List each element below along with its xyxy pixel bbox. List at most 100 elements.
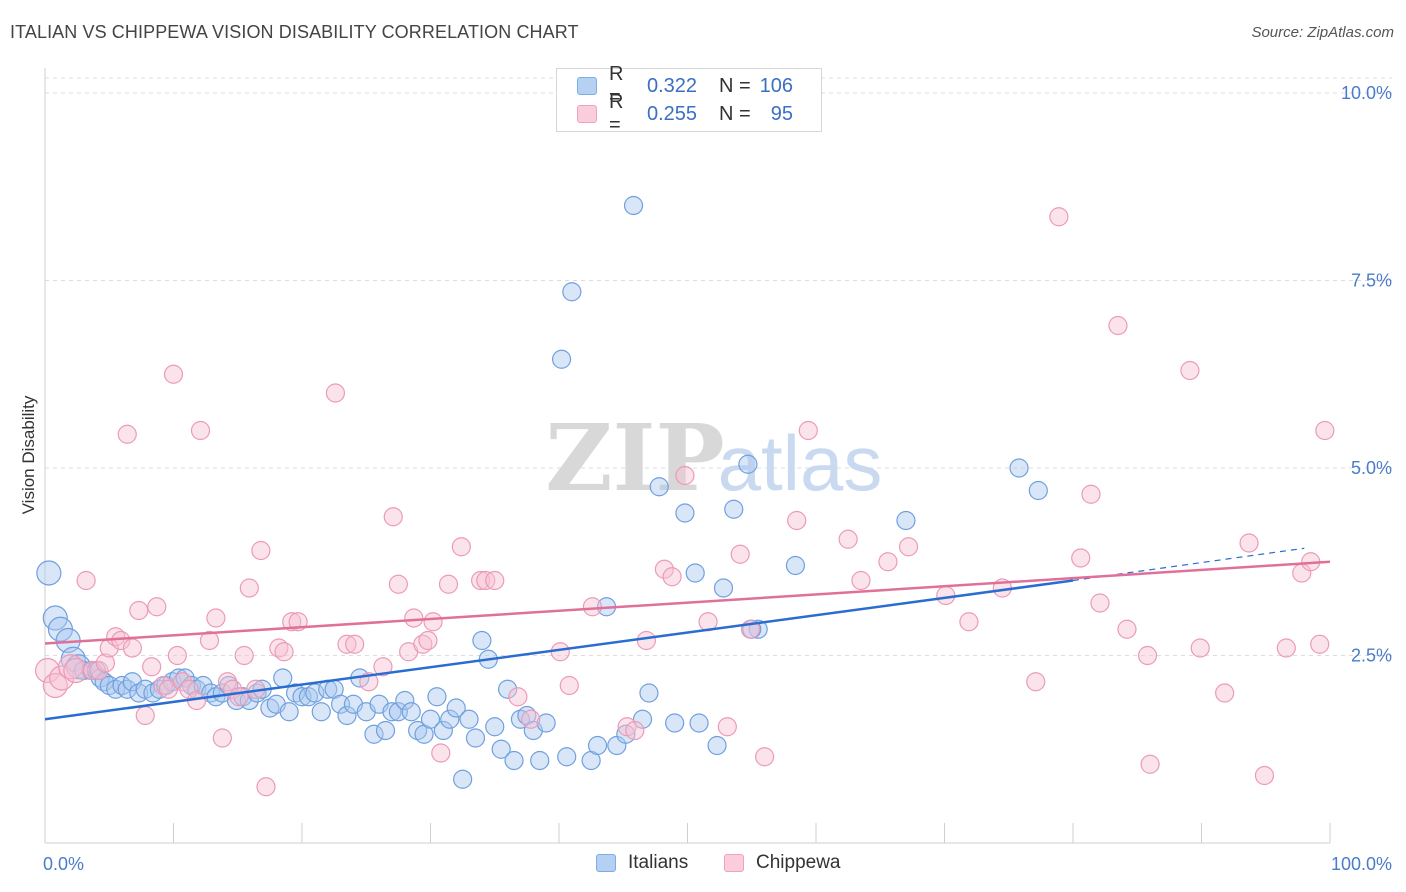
italians-swatch	[596, 854, 616, 872]
chippewa-point	[1315, 420, 1335, 441]
chippewa-point	[1276, 638, 1296, 658]
italians-points	[36, 195, 1048, 789]
chippewa-point	[1239, 533, 1259, 553]
italians-point	[689, 713, 709, 733]
italians-point	[724, 499, 744, 519]
italians-point	[472, 630, 492, 651]
italians-label: Italians	[628, 852, 689, 873]
chippewa-point	[1026, 672, 1046, 692]
italians-point	[375, 720, 396, 741]
italians-point	[536, 713, 556, 733]
italians-point	[1009, 458, 1029, 478]
axes	[44, 68, 1331, 844]
chippewa-point	[754, 747, 775, 767]
chippewa-point	[438, 574, 459, 594]
chippewa-point	[373, 657, 393, 677]
italians-point	[685, 563, 705, 583]
chippewa-swatch	[724, 854, 744, 872]
chippewa-point	[959, 612, 979, 632]
chippewa-points	[34, 207, 1335, 797]
italians-point	[401, 702, 421, 722]
chippewa-point	[256, 777, 276, 797]
italians-point	[36, 560, 62, 586]
italians-point	[713, 578, 734, 598]
chippewa-point	[274, 642, 294, 662]
chippewa-point	[229, 687, 249, 707]
chippewa-point	[654, 559, 674, 579]
legend-row-italians: R = 0.322 N = 106	[577, 63, 793, 108]
chippewa-point	[431, 743, 451, 763]
correlation-legend: R = 0.322 N = 106 R = 0.255 N = 95	[556, 63, 822, 136]
chippewa-point	[58, 654, 84, 680]
italians-point	[896, 510, 916, 531]
italians-point	[707, 735, 727, 756]
chippewa-point	[190, 420, 211, 441]
chippewa-point	[388, 574, 408, 594]
chippewa-point	[206, 608, 226, 628]
italians-point	[632, 709, 653, 729]
r-value: 0.255	[647, 102, 698, 125]
chippewa-point	[675, 465, 695, 486]
italians-point	[364, 724, 384, 744]
n-label: N =	[719, 102, 751, 125]
chippewa-point	[838, 529, 858, 549]
chippewa-point	[199, 630, 220, 651]
chippewa-point	[636, 630, 656, 651]
y-tick-label: 5.0%	[1351, 458, 1392, 478]
chippewa-swatch	[577, 105, 597, 123]
chippewa-point	[122, 638, 142, 658]
italians-point	[446, 698, 466, 718]
chippewa-point	[95, 653, 115, 673]
n-value: 106	[759, 74, 793, 97]
r-value: 0.322	[647, 74, 698, 97]
italians-point	[440, 709, 460, 729]
chippewa-point	[559, 675, 579, 696]
legend-row-chippewa: R = 0.255 N = 95	[577, 91, 793, 136]
italians-point	[465, 728, 486, 748]
chippewa-point	[662, 567, 682, 587]
chippewa-point	[76, 570, 96, 591]
italians-point	[485, 717, 505, 737]
chippewa-point	[730, 544, 750, 564]
chippewa-point	[167, 645, 187, 666]
chippewa-point	[404, 608, 424, 628]
chippewa-point	[383, 507, 403, 527]
watermark: ZIP atlas	[545, 404, 882, 512]
italians-point	[94, 672, 114, 692]
italians-point	[665, 713, 685, 733]
x-tick-label: 100.0%	[1331, 854, 1392, 874]
chippewa-point	[153, 675, 173, 696]
chippewa-point	[1190, 638, 1210, 658]
chippewa-point	[1117, 619, 1137, 639]
italians-swatch	[577, 77, 597, 95]
chippewa-point	[147, 597, 167, 617]
chippewa-point	[413, 634, 433, 654]
n-value: 95	[770, 102, 793, 125]
trend-lines	[44, 547, 1331, 721]
italians-point	[311, 702, 331, 722]
italians-trend-line	[44, 579, 1074, 721]
chippewa-point	[1180, 360, 1200, 381]
italians-point	[562, 282, 582, 302]
chippewa-point	[508, 687, 528, 707]
chippewa-point	[142, 657, 162, 677]
italians-point	[504, 750, 524, 771]
italians-point	[551, 349, 572, 369]
chippewa-point	[1215, 683, 1235, 703]
chippewa-point	[1137, 645, 1158, 666]
italians-point	[279, 702, 299, 722]
chippewa-point	[1254, 765, 1275, 786]
chippewa-point	[471, 570, 491, 591]
italians-point	[639, 683, 659, 703]
chippewa-point	[172, 672, 193, 692]
chippewa-point	[485, 570, 505, 591]
r-label: R =	[609, 91, 624, 136]
chippewa-point	[163, 364, 184, 384]
italians-point	[453, 769, 473, 789]
chippewa-point	[451, 537, 471, 557]
chippewa-point	[106, 627, 126, 647]
x-tick-label: 0.0%	[43, 854, 84, 874]
chippewa-point	[423, 612, 443, 632]
chippewa-point	[418, 630, 438, 651]
